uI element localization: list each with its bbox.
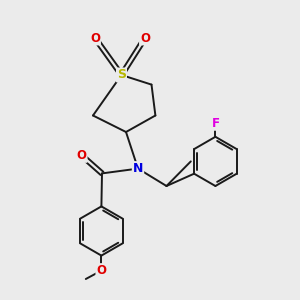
Text: O: O <box>90 32 100 44</box>
Text: F: F <box>212 117 219 130</box>
Text: O: O <box>140 32 150 44</box>
Text: N: N <box>133 162 143 175</box>
Text: O: O <box>76 149 87 162</box>
Text: O: O <box>96 264 106 277</box>
Text: S: S <box>117 68 126 82</box>
